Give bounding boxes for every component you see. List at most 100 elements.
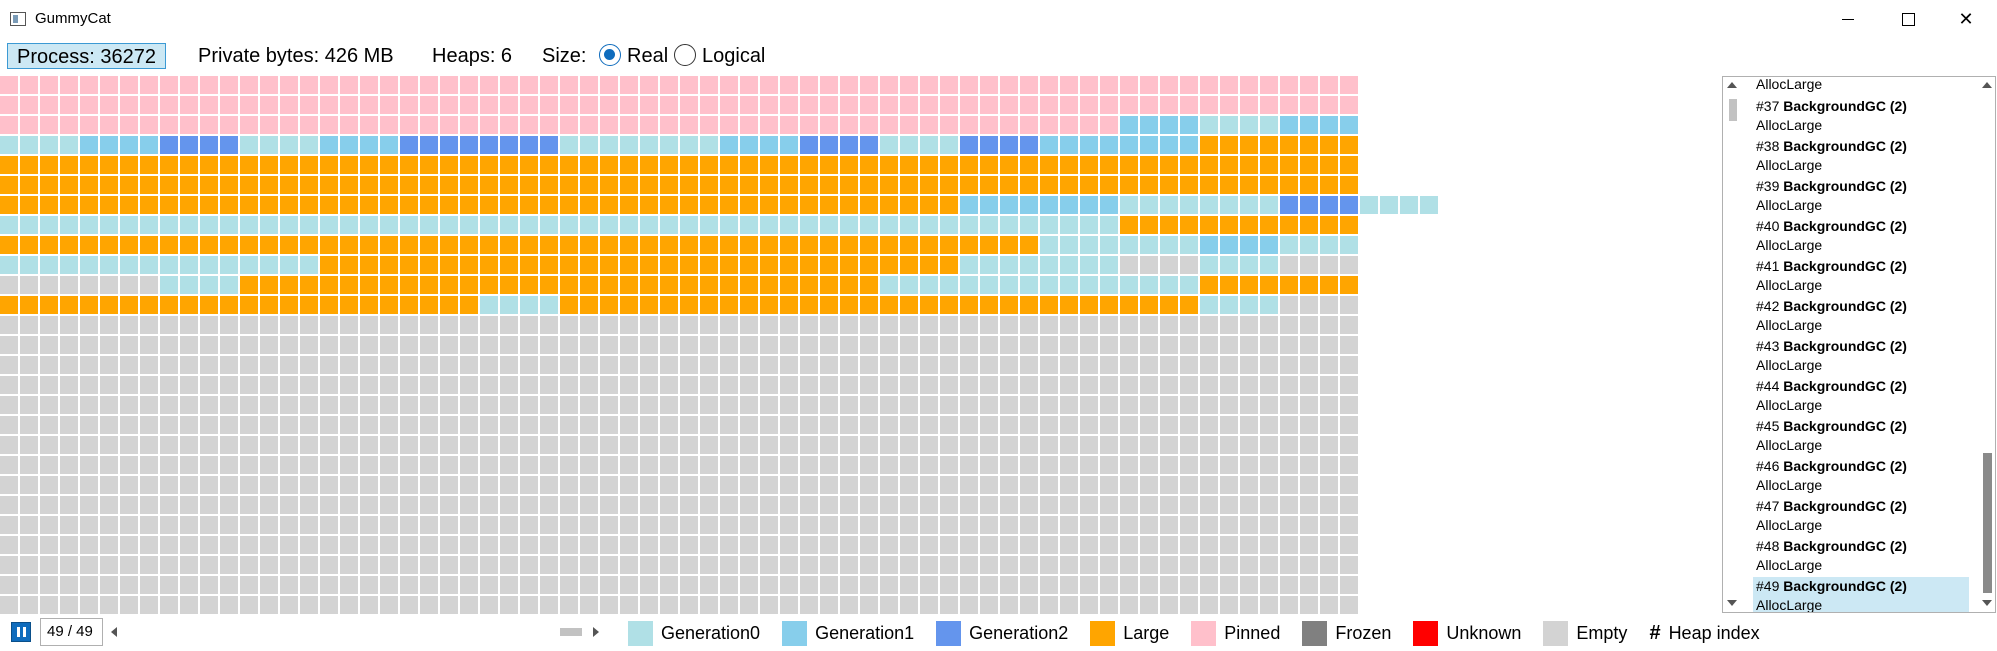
heap-cell [320,476,338,494]
heap-cell [360,156,378,174]
heap-cell [1340,396,1358,414]
heap-cell [400,96,418,114]
heap-cell [220,436,238,454]
size-real-radio[interactable] [599,44,621,66]
heap-cell [520,116,538,134]
heap-cell [40,516,58,534]
heap-cell [1340,436,1358,454]
heap-cell [700,276,718,294]
list-item[interactable]: #45 BackgroundGC (2) AllocLarge [1753,417,1969,457]
heap-cell [560,596,578,614]
scroll-down-icon[interactable] [1982,600,1992,606]
scroll-thumb[interactable] [1983,453,1992,593]
heap-cell [900,596,918,614]
scroll-thumb[interactable] [1729,99,1737,121]
heap-cell [840,336,858,354]
heap-cell [1320,296,1338,314]
list-item[interactable]: #44 BackgroundGC (2) AllocLarge [1753,377,1969,417]
list-item[interactable]: #37 BackgroundGC (2) AllocLarge [1753,97,1969,137]
list-item[interactable]: #48 BackgroundGC (2) AllocLarge [1753,537,1969,577]
heap-cell [120,556,138,574]
heap-cell [900,576,918,594]
heap-cell [1140,296,1158,314]
heap-cell [700,356,718,374]
heap-cell [80,196,98,214]
gc-reason: AllocLarge [1756,157,1823,173]
list-item[interactable]: #47 BackgroundGC (2) AllocLarge [1753,497,1969,537]
list-item[interactable]: #39 BackgroundGC (2) AllocLarge [1753,177,1969,217]
heap-cell [660,516,678,534]
size-logical-label[interactable]: Logical [702,45,766,67]
heap-cell [100,356,118,374]
heap-cell [660,216,678,234]
gc-kind: BackgroundGC (2) [1783,498,1907,514]
heap-cell [1180,276,1198,294]
heap-cell [840,536,858,554]
heap-cell [460,256,478,274]
heap-cell [320,256,338,274]
heaps-label: Heaps: 6 [432,45,513,67]
scroll-up-icon[interactable] [1982,82,1992,88]
gc-list[interactable]: AllocLarge #37 BackgroundGC (2) AllocLarg… [1722,76,1996,613]
heap-cell [400,376,418,394]
maximize-button[interactable] [1885,0,1931,38]
heap-cell [160,536,178,554]
timeline-scrollbar[interactable] [108,624,602,640]
list-item[interactable]: #42 BackgroundGC (2) AllocLarge [1753,297,1969,337]
heap-cell [340,116,358,134]
heap-cell [400,216,418,234]
heap-cell [820,296,838,314]
heap-cell [220,236,238,254]
heap-cell [120,136,138,154]
heap-cell [60,176,78,194]
heap-cell [1160,276,1178,294]
scroll-up-icon[interactable] [1727,82,1737,88]
heap-cell [940,316,958,334]
heap-cell [620,536,638,554]
list-item[interactable]: #49 BackgroundGC (2) AllocLarge [1753,577,1969,612]
heap-cell [160,236,178,254]
heap-cell [1280,376,1298,394]
list-item[interactable]: #40 BackgroundGC (2) AllocLarge [1753,217,1969,257]
list-item[interactable]: #41 BackgroundGC (2) AllocLarge [1753,257,1969,297]
process-selector[interactable]: Process: 36272 [7,43,166,69]
list-item-partial[interactable]: AllocLarge [1756,76,1823,92]
heap-cell [360,276,378,294]
heap-cell [600,436,618,454]
heap-cell [1300,276,1318,294]
heap-cell [800,296,818,314]
scroll-left-icon[interactable] [111,627,117,637]
heap-cell [100,216,118,234]
heap-cell [1100,316,1118,334]
heap-cell [240,476,258,494]
close-button[interactable]: ✕ [1943,0,1989,38]
list-item[interactable]: #43 BackgroundGC (2) AllocLarge [1753,337,1969,377]
minimize-button[interactable] [1825,0,1871,38]
scroll-down-icon[interactable] [1727,600,1737,606]
timeline-thumb[interactable] [560,628,582,636]
heap-cell [780,136,798,154]
heap-cell [820,376,838,394]
heap-cell [1120,376,1138,394]
heap-cell [1340,336,1358,354]
list-right-scrollbar[interactable] [1980,77,1995,612]
heap-cell [180,136,198,154]
heap-cell [20,96,38,114]
heap-cell [1000,216,1018,234]
list-left-scrollbar[interactable] [1723,77,1743,612]
heap-cell [1040,336,1058,354]
size-logical-radio[interactable] [674,44,696,66]
heap-cell [1340,596,1358,614]
list-item[interactable]: #38 BackgroundGC (2) AllocLarge [1753,137,1969,177]
legend-heap-index[interactable]: # Heap index [1649,622,1759,645]
pause-button[interactable] [11,622,31,642]
heap-cell [740,256,758,274]
heap-cell [740,536,758,554]
size-real-label[interactable]: Real [627,45,669,67]
gc-counter[interactable]: 49 / 49 [40,618,103,646]
list-item[interactable]: #46 BackgroundGC (2) AllocLarge [1753,457,1969,497]
heap-cell [400,176,418,194]
heap-cell [60,396,78,414]
scroll-right-icon[interactable] [593,627,599,637]
heap-cell [1320,496,1338,514]
